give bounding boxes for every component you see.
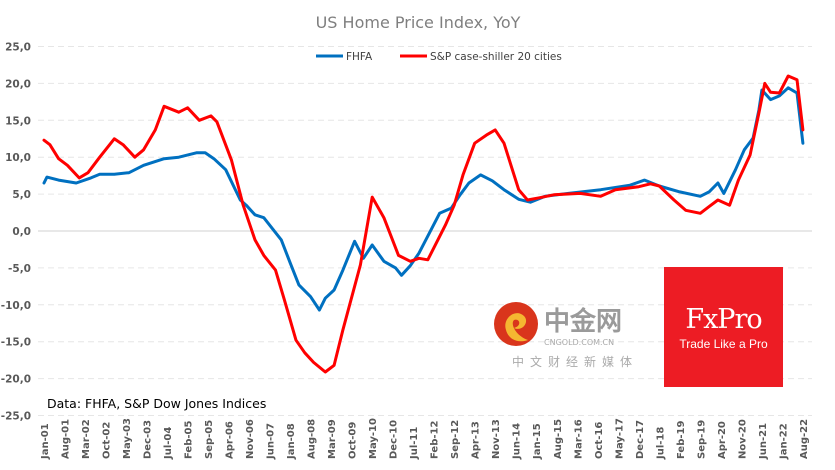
cngold-watermark: 中金网 CNGOLD.COM.CN 中文财经新媒体 [494,302,638,369]
x-tick-label: Jul-18 [655,427,666,460]
source-annotation: Data: FHFA, S&P Dow Jones Indices [47,396,266,411]
x-tick-label: Aug-08 [307,419,318,459]
x-tick-label: Jul-11 [409,427,420,460]
y-tick-label: -15,0 [1,337,31,349]
x-tick-label: Dec-17 [635,420,646,459]
y-tick-label: -20,0 [1,374,31,386]
y-tick-label: 20,0 [5,78,31,90]
svg-text:中文财经新媒体: 中文财经新媒体 [512,354,638,369]
x-tick-label: Oct-02 [102,422,113,459]
x-tick-label: Jan-01 [40,423,51,460]
x-tick-label: Feb-12 [430,421,441,459]
fxpro-tagline: Trade Like a Pro [679,337,768,351]
fxpro-logo-box: FxPro Trade Like a Pro [664,267,783,387]
y-tick-label: 15,0 [5,115,31,127]
y-tick-label: -10,0 [1,300,31,312]
x-tick-label: Sep-05 [204,420,215,459]
svg-text:CNGOLD.COM.CN: CNGOLD.COM.CN [544,338,614,347]
x-tick-label: Apr-20 [717,421,728,459]
svg-text:中金网: 中金网 [544,306,622,337]
x-tick-label: Aug-01 [61,419,72,459]
x-tick-label: Mar-09 [327,419,338,459]
y-tick-label: 0,0 [12,226,31,238]
x-tick-label: Feb-19 [676,421,687,459]
x-tick-label: Mar-16 [573,419,584,459]
y-tick-label: 10,0 [5,152,31,164]
legend: FHFA S&P case-shiller 20 cities [316,51,562,63]
x-tick-label: Dec-03 [143,420,154,459]
x-tick-label: Jan-22 [778,423,789,460]
x-tick-label: May-03 [122,418,133,459]
x-tick-label: Jul-04 [163,427,174,460]
chart-title: US Home Price Index, YoY [316,13,521,32]
x-tick-label: Oct-09 [348,422,359,459]
x-tick-label: Oct-16 [594,422,605,459]
x-tick-label: Aug-15 [553,419,564,459]
x-tick-label: Feb-05 [184,421,195,459]
x-tick-label: Nov-06 [245,419,256,459]
x-tick-label: Apr-13 [471,421,482,459]
x-tick-label: Nov-20 [737,419,748,459]
x-tick-label: Aug-22 [799,419,810,459]
series-lines [42,74,805,374]
y-tick-label: 25,0 [5,42,31,54]
series-line-sp-case-shiller [42,74,805,374]
x-axis: Jan-01 Aug-01 Mar-02 Oct-02 May-03 Dec-03 Jul-… [40,418,810,460]
x-tick-label: Jan-08 [286,423,297,460]
x-tick-label: Jun-21 [758,423,769,460]
x-tick-label: Nov-13 [491,419,502,459]
legend-label-fhfa: FHFA [346,51,373,63]
x-tick-label: Jan-15 [532,423,543,460]
legend-label-sp: S&P case-shiller 20 cities [430,51,562,63]
cngold-logo-icon [494,302,538,346]
y-tick-label: -25,0 [1,411,31,423]
x-tick-label: Apr-06 [225,421,236,459]
x-tick-label: May-10 [368,418,379,459]
y-tick-label: 5,0 [12,189,31,201]
x-tick-label: Sep-19 [696,420,707,459]
y-axis: 25,0 20,0 15,0 10,0 5,0 0,0 -5,0 -10,0 -15,0 -20,… [1,42,31,423]
y-tick-label: -5,0 [8,263,31,275]
x-tick-label: Sep-12 [450,420,461,459]
x-tick-label: May-17 [614,418,625,459]
x-tick-label: Dec-10 [389,420,400,459]
x-tick-label: Mar-02 [81,419,92,459]
fxpro-logo: FxPro [685,304,762,335]
series-line-fhfa [42,86,805,312]
x-tick-label: Jun-07 [266,423,277,460]
x-tick-label: Jun-14 [512,423,523,460]
